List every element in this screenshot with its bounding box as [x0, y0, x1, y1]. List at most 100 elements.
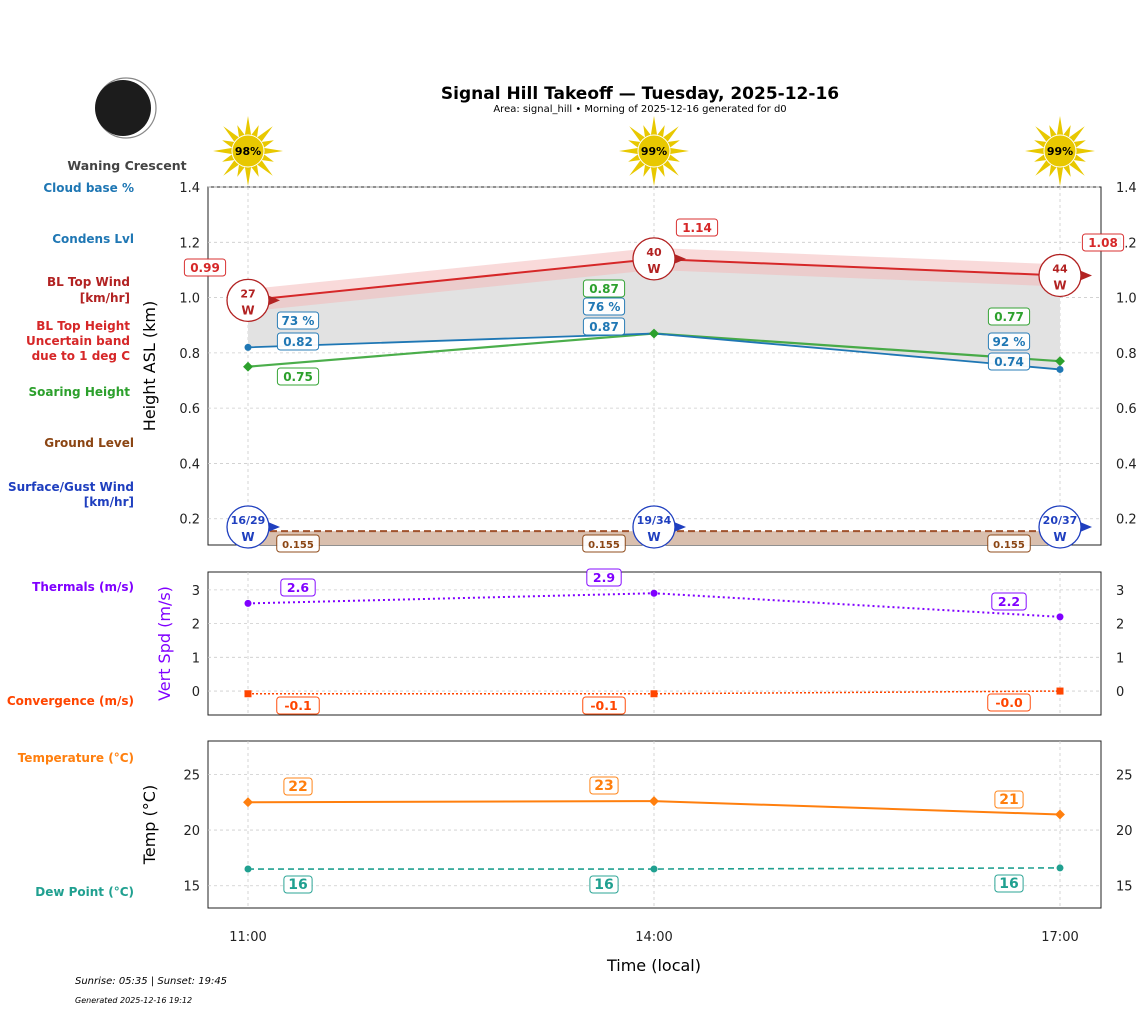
soaring-label: 0.75 [283, 370, 313, 384]
surface-wind-barb-speed: 16/29 [231, 514, 266, 527]
bl-wind-barb-dir: W [647, 262, 660, 276]
label-bl-top-height-1: BL Top Height [36, 319, 130, 333]
y-tick-label-left: 15 [183, 880, 200, 895]
y-tick-label-left: 0 [192, 685, 200, 700]
dew-point-point [650, 865, 658, 873]
bl-wind-barb-dir: W [1053, 278, 1066, 292]
sun-ray [650, 166, 658, 186]
y-tick-label-left: 2 [192, 618, 200, 633]
sun-ray [263, 147, 283, 155]
sun-ray [650, 116, 658, 136]
sun-ray [667, 140, 680, 148]
sun-icon: 98% [213, 116, 283, 186]
label-convergence: Convergence (m/s) [7, 694, 134, 708]
soaring-label: 0.77 [994, 310, 1024, 324]
sun-ray [643, 125, 651, 138]
y-tick-label-right: 20 [1116, 824, 1133, 839]
bl-wind-barb-dir: W [241, 303, 254, 317]
label-bl-top-wind-1: BL Top Wind [47, 275, 130, 289]
surface-wind-barb-arrow [1080, 522, 1092, 532]
bl-wind-barb-speed: 44 [1052, 262, 1068, 275]
y-tick-label-right: 0.2 [1116, 513, 1137, 528]
surface-wind-barb-dir: W [1053, 530, 1066, 544]
sun-ray [1056, 116, 1064, 136]
y-tick-label-left: 0.8 [179, 347, 200, 362]
thermals-point [244, 599, 252, 607]
sun-ray [643, 164, 651, 177]
x-tick-label: 14:00 [635, 930, 672, 945]
sun-ray [629, 159, 646, 176]
cloud-base-pct-label-box [582, 297, 626, 316]
surface-wind-barb-arrow [674, 522, 686, 532]
label-cloud-base-pct: Cloud base % [43, 181, 134, 195]
surface-wind-barb-arrow [268, 522, 280, 532]
dew-point-label-box [589, 875, 619, 894]
sun-ray [628, 140, 641, 148]
bl-wind-barb [226, 278, 270, 322]
y-tick-label-right: 0 [1116, 685, 1124, 700]
bl-top-uncertain-band [248, 247, 1060, 312]
label-surface-wind-2: [km/hr] [84, 495, 134, 509]
x-tick-label: 17:00 [1041, 930, 1078, 945]
dew-point-label-box [283, 875, 313, 894]
sun-ray [261, 154, 274, 162]
dew-point-label: 16 [999, 876, 1018, 892]
temperature-label: 23 [594, 778, 613, 794]
cloud-base-label: 0.82 [283, 335, 313, 349]
sun-ray [222, 140, 235, 148]
sun-ray [1063, 164, 1071, 177]
dew-point-point [244, 865, 252, 873]
y-tick-label-right: 15 [1116, 880, 1133, 895]
convergence-point [1056, 687, 1064, 695]
ground-label: 0.155 [588, 540, 620, 551]
bl-top-label-box [1081, 233, 1125, 252]
sun-ray [223, 126, 240, 143]
label-temperature: Temperature (°C) [18, 751, 134, 765]
soaring-point [649, 328, 659, 339]
y-tick-label-left: 1.0 [179, 292, 200, 307]
cloud-base-label: 0.87 [589, 320, 619, 334]
sun-pct: 99% [641, 145, 667, 158]
y-tick-label-left: 20 [183, 824, 200, 839]
y-tick-label-left: 1.2 [179, 236, 200, 251]
soaring-label-box [276, 367, 320, 386]
soaring-label-box [582, 279, 626, 298]
y-axis-label: Vert Spd (m/s) [155, 586, 174, 701]
bl-wind-barb-speed: 40 [646, 246, 662, 259]
y-tick-label-right: 25 [1116, 768, 1133, 783]
moon-icon [95, 77, 157, 139]
soaring-point [1055, 356, 1065, 367]
sun-pct: 99% [1047, 145, 1073, 158]
sun-ray [1073, 154, 1086, 162]
dew-point-label: 16 [594, 877, 613, 893]
sun-ray [1073, 140, 1086, 148]
temperature-label: 22 [288, 779, 307, 795]
bl-top-label-box [183, 258, 227, 277]
sun-ray [251, 125, 259, 138]
convergence-point [244, 690, 252, 698]
label-bl-top-height-3: due to 1 deg C [32, 349, 131, 363]
y-axis-label: Height ASL (km) [140, 301, 159, 431]
sun-disc [1043, 134, 1077, 168]
y-tick-label-left: 0.4 [179, 457, 200, 472]
soaring-label: 0.87 [589, 282, 619, 296]
cloud-base-pct-label: 73 % [282, 314, 315, 328]
bl-wind-barb [1038, 253, 1082, 298]
bl-wind-barb-arrow [268, 295, 280, 306]
sun-icon: 99% [619, 116, 689, 186]
sun-ray [629, 126, 646, 143]
sun-ray [1068, 159, 1085, 176]
y-tick-label-right: 1.0 [1116, 292, 1137, 307]
cloud-base-point [244, 343, 252, 351]
sun-ray [1034, 140, 1047, 148]
sun-ray [1068, 126, 1085, 143]
sun-ray [1049, 164, 1057, 177]
y-tick-label-left: 1 [192, 651, 200, 666]
surface-wind-barb-dir: W [647, 530, 660, 544]
sun-ray [628, 154, 641, 162]
dew-point-point [1056, 864, 1064, 872]
cloud-base-label-box [582, 317, 626, 336]
dew-point-label-box [994, 874, 1024, 893]
cloud-base-label-box [276, 332, 320, 351]
chart-title: Signal Hill Takeoff — Tuesday, 2025-12-1… [441, 84, 839, 104]
